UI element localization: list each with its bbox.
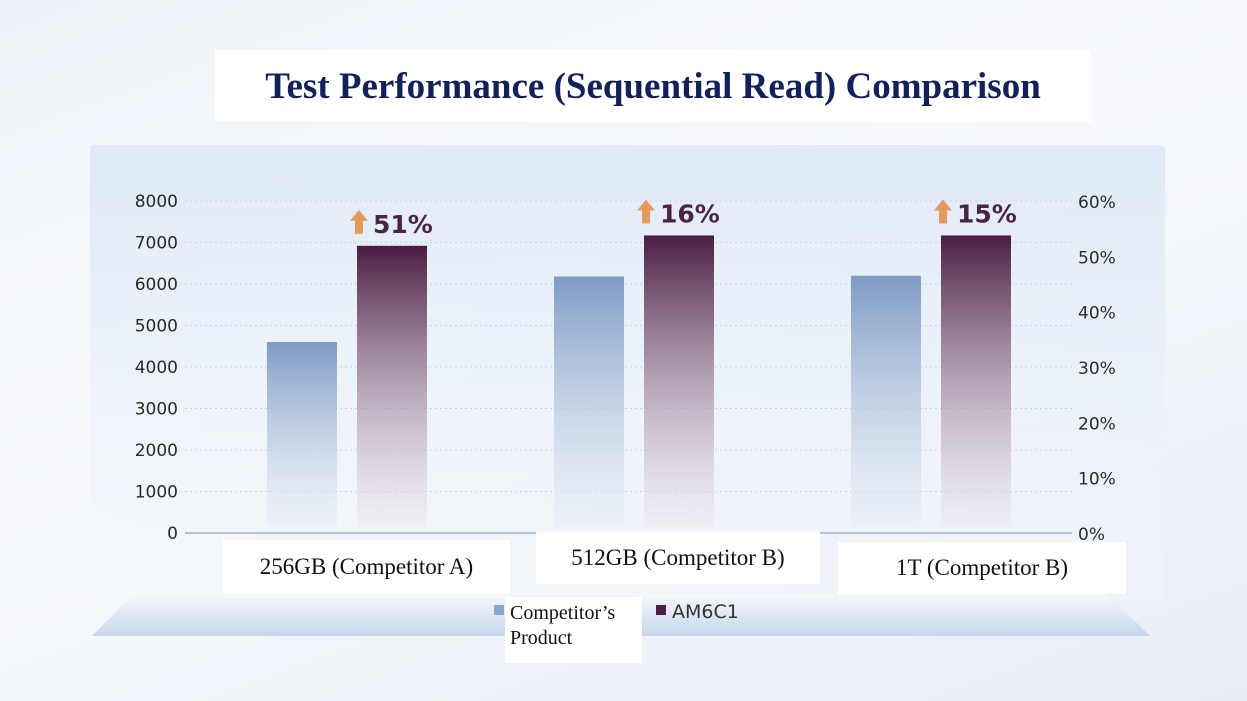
bar-competitor-1	[267, 342, 337, 527]
y2-tick-label-3: 30%	[1078, 359, 1116, 379]
chart-title: Test Performance (Sequential Read) Compa…	[265, 65, 1041, 107]
bar-competitor-3	[851, 275, 921, 527]
y2-tick-label-4: 40%	[1078, 304, 1116, 324]
y-tick-label-2: 2000	[135, 441, 178, 461]
up-arrow-icon-1	[350, 209, 368, 234]
y-tick-label-0: 0	[167, 524, 178, 544]
y-tick-label-4: 4000	[135, 358, 178, 378]
up-arrow-icon-2	[637, 199, 655, 224]
category-label-3: 1T (Competitor B)	[895, 555, 1069, 580]
y2-tick-label-1: 10%	[1078, 470, 1116, 490]
category-box-1: 256GB (Competitor A)	[223, 540, 510, 593]
legend-label-am6c1: AM6C1	[672, 601, 739, 623]
y-tick-label-7: 7000	[135, 234, 178, 254]
category-label-1: 256GB (Competitor A)	[259, 553, 474, 579]
category-label-2: 512GB (Competitor B)	[571, 545, 785, 570]
chart-title-box: Test Performance (Sequential Read) Compa…	[215, 50, 1091, 122]
y2-tick-label-0: 0%	[1078, 525, 1105, 545]
improvement-label-3: 15%	[957, 199, 1017, 228]
y-tick-label-1: 1000	[135, 483, 178, 503]
category-box-2: 512GB (Competitor B)	[536, 532, 820, 584]
y2-tick-label-2: 20%	[1078, 414, 1116, 434]
y-tick-label-3: 3000	[135, 400, 178, 420]
bar-am6c1-1	[357, 245, 427, 527]
y-tick-label-8: 8000	[135, 192, 178, 212]
improvement-label-2: 16%	[660, 199, 720, 228]
y-tick-label-5: 5000	[135, 317, 178, 337]
y2-tick-label-5: 50%	[1078, 248, 1116, 268]
y-tick-label-6: 6000	[135, 275, 178, 295]
up-arrow-icon-3	[934, 199, 952, 224]
legend-swatch-am6c1	[656, 605, 666, 615]
improvement-label-1: 51%	[373, 210, 433, 239]
legend-swatch-competitor	[494, 605, 504, 615]
bar-am6c1-2	[644, 235, 714, 527]
category-box-3: 1T (Competitor B)	[838, 542, 1126, 594]
bar-competitor-2	[554, 276, 624, 527]
y2-tick-label-6: 60%	[1078, 193, 1116, 213]
bar-am6c1-3	[941, 235, 1011, 527]
legend-competitor-box	[505, 597, 642, 663]
legend-label-competitor: Competitor’s Product	[510, 602, 616, 649]
